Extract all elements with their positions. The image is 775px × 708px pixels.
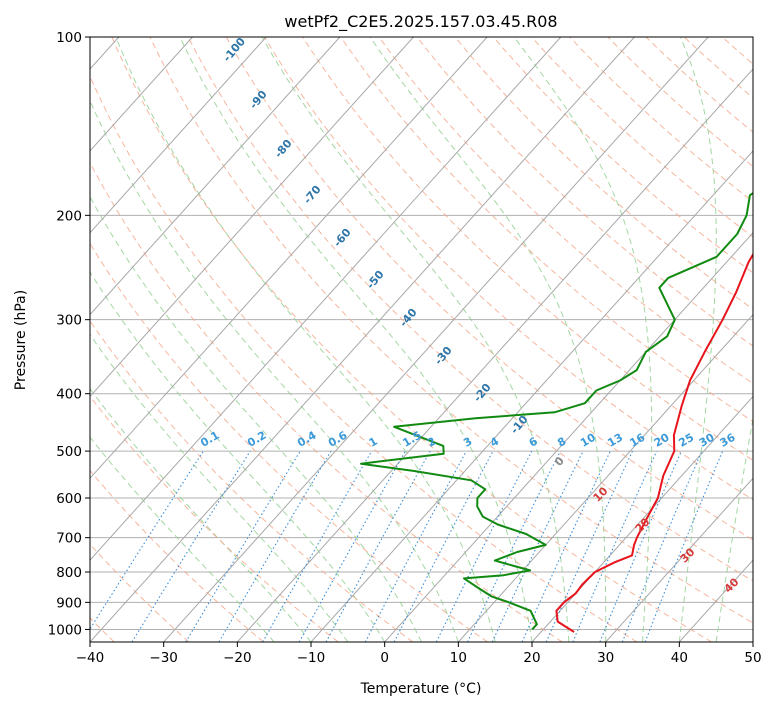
mixing-ratio-line [621,450,703,642]
isotherm--50 [90,37,562,561]
y-tick-label: 800 [56,565,82,581]
isotherm--60 [90,37,488,480]
y-tick-label: 700 [56,531,82,547]
y-tick-label: 400 [56,387,82,403]
moist-adiabat [90,333,349,642]
mixing-ratio-line [599,450,682,642]
x-axis-label: Temperature (°C) [360,681,482,697]
isotherm--100 [90,37,193,152]
x-tick-label: −10 [297,650,326,666]
dry-adiabat [454,37,753,310]
mixing-ratio-line [644,450,724,642]
isotherm--30 [163,37,709,642]
x-tick-label: 50 [744,650,761,666]
moist-adiabat [715,416,753,642]
isotherm-10 [457,313,753,642]
y-tick-label: 1000 [48,622,82,638]
mixing-ratio-line [325,450,431,642]
moist-adiabat [90,436,275,642]
mixing-ratio-line [572,450,658,642]
x-tick-label: 0 [380,650,389,666]
moist-adiabat [369,37,607,642]
y-tick-label: 500 [56,444,82,460]
isotherm--10 [310,150,753,642]
dry-adiabat [90,242,488,642]
mixing-ratio-line [90,450,204,630]
x-tick-label: 20 [523,650,540,666]
moist-adiabat [115,37,496,642]
dewpoint-profile-line [360,191,753,631]
mixing-ratio-line [298,450,406,642]
dry-adiabat [90,543,190,642]
x-tick-label: −30 [149,650,178,666]
y-tick-label: 300 [56,313,82,329]
mixing-ratio-line [131,450,251,642]
dry-adiabat [90,469,264,642]
isotherm-0 [384,231,753,642]
dry-adiabat [149,37,753,624]
chart-title: wetPf2_C2E5.2025.157.03.45.R08 [284,12,557,32]
isotherm--70 [90,37,414,398]
isotherm-30 [605,477,753,642]
isotherm--20 [236,68,753,642]
isotherm--90 [90,37,267,234]
moist-adiabat [179,37,533,642]
isotherm--40 [90,37,635,642]
isotherm-20 [531,395,753,642]
y-tick-label: 900 [56,595,82,611]
y-tick-label: 100 [56,30,82,46]
x-tick-label: 30 [597,650,614,666]
y-axis-label: Pressure (hPa) [13,290,29,390]
x-tick-label: −20 [223,650,252,666]
isotherm--80 [90,37,341,316]
y-tick-label: 200 [56,208,82,224]
moist-adiabat [513,37,653,642]
x-tick-label: 40 [671,650,688,666]
plot-frame [89,36,754,643]
temperature-profile-line [555,252,753,633]
x-tick-label: −40 [76,650,105,666]
mixing-ratio-line [364,450,467,642]
x-tick-label: 10 [450,650,467,666]
y-tick-label: 600 [56,491,82,507]
dry-adiabat [90,395,339,642]
mixing-ratio-line [545,450,633,642]
moist-adiabat [90,99,459,642]
mixing-ratio-line [435,450,533,642]
